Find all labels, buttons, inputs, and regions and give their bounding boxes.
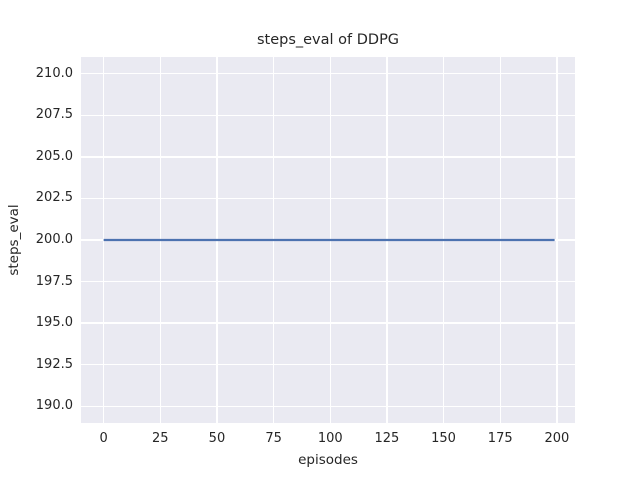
y-tick-label: 200.0 [35, 232, 73, 247]
x-tick-label: 200 [544, 431, 570, 446]
gridline-horizontal [81, 322, 575, 324]
gridline-horizontal [81, 72, 575, 75]
x-tick-label: 25 [152, 431, 169, 446]
x-axis-label: episodes [298, 452, 358, 468]
y-tick-label: 205.0 [35, 148, 73, 164]
x-tick-label: 0 [99, 431, 108, 446]
gridline-horizontal [81, 364, 575, 366]
series-layer [103, 238, 555, 242]
chart-title: steps_eval of DDPG [256, 32, 400, 48]
gridline-horizontal [81, 405, 575, 408]
gridline-horizontal [81, 114, 575, 116]
x-tick-label: 50 [208, 431, 226, 446]
x-tick-label: 150 [431, 431, 456, 446]
gridline-horizontal [81, 197, 575, 200]
x-tick-label: 75 [265, 431, 282, 446]
x-tick-label: 100 [317, 431, 343, 446]
plot-area [81, 57, 575, 423]
y-tick-label: 207.5 [35, 107, 73, 123]
x-tick-label: 125 [374, 431, 400, 446]
y-tick-label: 197.5 [35, 273, 73, 289]
x-tick-label: 175 [487, 431, 513, 446]
y-tick-label: 190.0 [35, 398, 73, 414]
y-tick-label: 210.0 [35, 65, 73, 81]
y-tick-label: 202.5 [35, 190, 73, 206]
y-tick-label: 195.0 [35, 315, 73, 331]
gridline-horizontal [81, 280, 575, 283]
gridline-horizontal [81, 156, 575, 158]
y-tick-label: 192.5 [35, 356, 73, 372]
